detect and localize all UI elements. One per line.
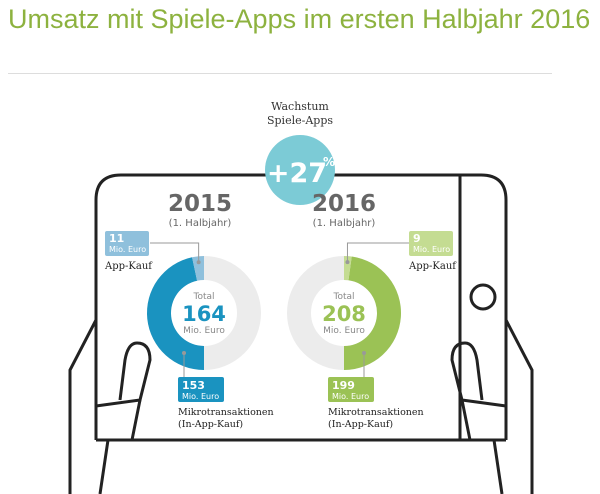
mikro-label-2: (In-App-Kauf) [328, 419, 393, 430]
home-button-icon [469, 283, 497, 311]
mikro-unit: Mio. Euro [332, 392, 369, 401]
app-kauf-label: App-Kauf [104, 261, 153, 272]
callout-line [150, 242, 200, 263]
mikro-value: 153 [182, 379, 205, 392]
callout-dot [182, 351, 186, 355]
growth-badge [265, 135, 335, 205]
year-subtitle: (1. Halbjahr) [169, 218, 232, 229]
year-label: 2015 [168, 191, 232, 217]
donut-slice-mikrotransaktionen [147, 257, 204, 370]
mikro-label-2: (In-App-Kauf) [178, 419, 243, 430]
year-label: 2016 [312, 191, 376, 217]
growth-unit: % [323, 155, 335, 169]
app-kauf-unit: Mio. Euro [413, 245, 450, 254]
callout-dot [362, 351, 366, 355]
total-unit: Mio. Euro [183, 326, 225, 336]
divider [8, 73, 552, 74]
year-subtitle: (1. Halbjahr) [313, 218, 376, 229]
growth-value: +27 [267, 158, 327, 189]
total-value: 208 [322, 302, 366, 326]
app-kauf-value: 11 [109, 232, 124, 245]
total-label: Total [332, 292, 354, 302]
callout-dot [196, 260, 201, 265]
mikro-unit: Mio. Euro [182, 392, 219, 401]
donut-slice-mikrotransaktionen [344, 256, 401, 370]
app-kauf-label: App-Kauf [408, 261, 457, 272]
total-value: 164 [182, 302, 226, 326]
growth-label-2: Spiele-Apps [267, 114, 333, 127]
left-hand [68, 319, 98, 494]
tablet-illustration [68, 173, 534, 494]
total-unit: Mio. Euro [323, 326, 365, 336]
app-kauf-box [105, 231, 149, 256]
mikro-value: 199 [332, 379, 355, 392]
mikro-label: Mikrotransaktionen [178, 407, 274, 418]
mikro-label: Mikrotransaktionen [328, 407, 424, 418]
mikro-box [178, 377, 224, 402]
total-label: Total [192, 292, 214, 302]
growth-label: Wachstum [271, 100, 329, 113]
callout-dot [345, 260, 350, 265]
app-kauf-box [409, 231, 453, 256]
page-title: Umsatz mit Spiele-Apps im ersten Halbjah… [8, 4, 591, 34]
right-hand [504, 319, 534, 494]
app-kauf-unit: Mio. Euro [109, 245, 146, 254]
mikro-box [328, 377, 374, 402]
callout-line [346, 242, 409, 263]
donut-slice-app-kauf [192, 256, 204, 281]
app-kauf-value: 9 [413, 232, 421, 245]
